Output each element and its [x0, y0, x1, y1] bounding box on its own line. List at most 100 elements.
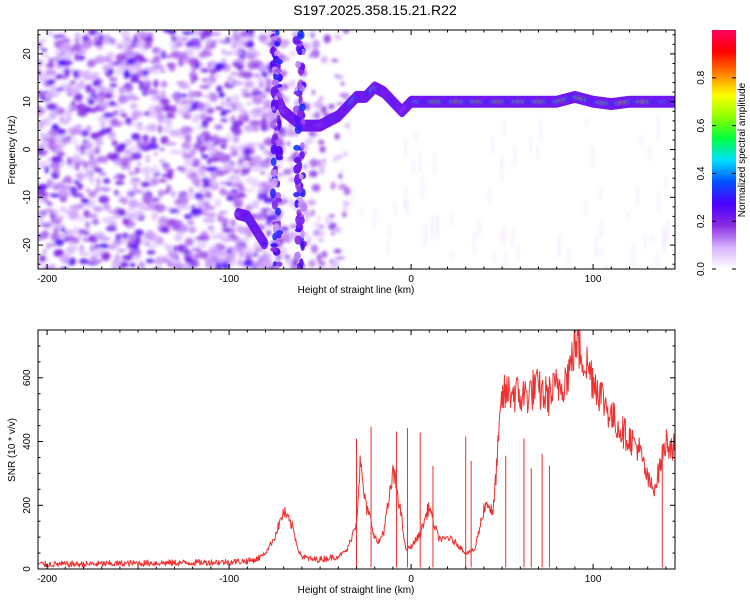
noise-streak — [493, 252, 495, 263]
noise-speckle — [137, 122, 143, 126]
noise-speckle — [82, 34, 90, 43]
stripe-blob — [275, 207, 281, 216]
noise-speckle — [193, 142, 204, 151]
noise-speckle — [128, 250, 133, 259]
noise-speckle — [41, 48, 48, 53]
stripe-blob — [298, 173, 304, 180]
noise-speckle — [73, 42, 81, 52]
noise-speckle — [281, 56, 290, 62]
noise-speckle — [245, 232, 254, 238]
noise-streak — [500, 159, 502, 167]
noise-streak — [412, 160, 415, 175]
noise-speckle — [316, 253, 322, 263]
ridge-core — [262, 241, 267, 245]
noise-speckle — [160, 255, 170, 259]
noise-speckle — [225, 97, 232, 102]
noise-speckle — [309, 30, 316, 35]
noise-speckle — [154, 51, 163, 56]
noise-speckle — [344, 92, 350, 100]
colorbar-tick-label: 0.6 — [696, 118, 707, 132]
noise-speckle — [192, 40, 201, 44]
noise-speckle — [157, 178, 168, 183]
noise-speckle — [128, 65, 137, 73]
noise-speckle — [199, 251, 210, 259]
noise-speckle — [90, 132, 97, 139]
noise-speckle — [46, 242, 51, 250]
noise-speckle — [98, 172, 108, 176]
noise-speckle — [88, 190, 97, 198]
noise-speckle — [246, 34, 256, 39]
noise-streak — [403, 200, 406, 210]
noise-speckle — [140, 166, 152, 175]
noise-speckle — [98, 243, 110, 249]
noise-speckle — [160, 227, 168, 233]
noise-streak — [374, 207, 377, 215]
noise-speckle — [215, 169, 226, 177]
noise-speckle — [151, 212, 159, 219]
noise-streak — [492, 135, 494, 154]
noise-speckle — [54, 91, 61, 96]
y-tick-label: 200 — [22, 496, 33, 513]
noise-speckle — [286, 156, 293, 162]
noise-speckle — [71, 100, 76, 108]
noise-speckle — [75, 50, 87, 54]
noise-speckle — [330, 181, 336, 190]
noise-streak — [600, 219, 603, 239]
noise-speckle — [41, 137, 54, 142]
noise-speckle — [105, 225, 118, 232]
noise-speckle — [245, 252, 252, 260]
noise-speckle — [78, 216, 85, 222]
noise-speckle — [145, 230, 156, 239]
noise-speckle — [100, 251, 111, 261]
noise-speckle — [314, 100, 324, 110]
noise-speckle — [150, 136, 157, 145]
noise-speckle — [85, 220, 90, 230]
noise-speckle — [141, 79, 152, 88]
noise-speckle — [111, 139, 118, 147]
noise-speckle — [51, 234, 56, 242]
noise-speckle — [181, 110, 193, 115]
noise-streak — [450, 212, 452, 226]
noise-speckle — [118, 95, 130, 103]
noise-speckle — [159, 98, 170, 105]
noise-speckle — [231, 183, 244, 187]
noise-speckle — [110, 214, 122, 220]
stripe-blob — [296, 185, 303, 195]
noise-speckle — [231, 94, 240, 103]
noise-speckle — [55, 73, 65, 79]
noise-speckle — [124, 139, 133, 145]
noise-speckle — [59, 253, 71, 263]
noise-speckle — [225, 132, 232, 141]
noise-speckle — [205, 38, 212, 48]
noise-speckle — [237, 73, 242, 78]
noise-speckle — [91, 72, 100, 78]
noise-speckle — [46, 79, 56, 86]
noise-streak — [388, 224, 390, 238]
noise-speckle — [150, 165, 159, 175]
noise-speckle — [188, 226, 197, 234]
noise-speckle — [219, 99, 228, 108]
noise-speckle — [342, 151, 349, 157]
noise-speckle — [124, 117, 133, 125]
noise-speckle — [55, 249, 64, 256]
noise-speckle — [107, 209, 119, 214]
noise-speckle — [129, 102, 138, 110]
noise-speckle — [145, 154, 151, 164]
noise-speckle — [308, 259, 316, 268]
noise-speckle — [96, 177, 101, 186]
noise-speckle — [203, 181, 210, 188]
stripe-blob — [275, 30, 280, 36]
noise-speckle — [153, 151, 158, 157]
noise-speckle — [60, 227, 66, 232]
noise-speckle — [87, 98, 94, 105]
noise-speckle — [78, 184, 84, 189]
noise-streak — [503, 225, 505, 245]
noise-speckle — [85, 84, 92, 94]
noise-speckle — [202, 50, 213, 58]
noise-streak — [500, 231, 503, 241]
stripe-blob — [297, 81, 303, 90]
noise-speckle — [242, 147, 252, 157]
stripe-blob — [298, 103, 306, 112]
noise-speckle — [214, 106, 224, 111]
